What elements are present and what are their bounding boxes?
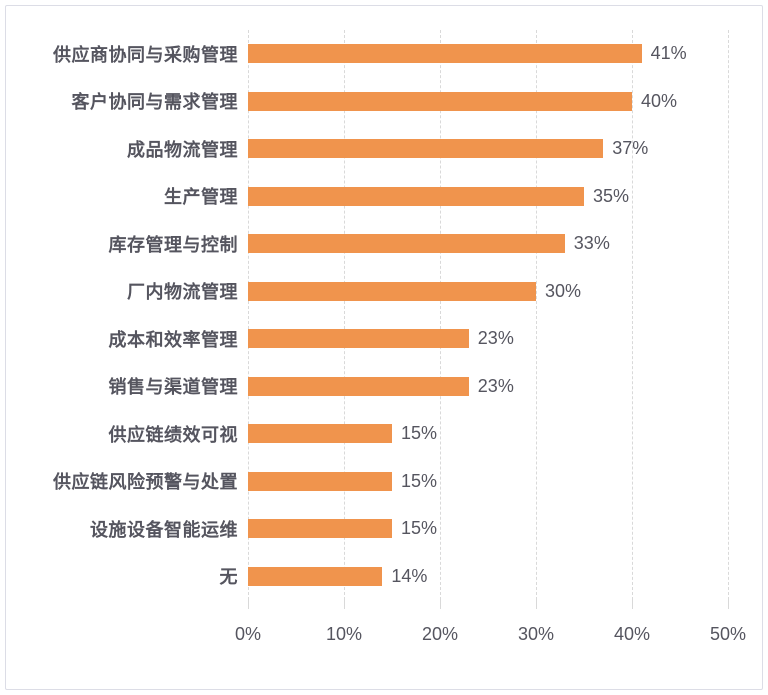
value-label: 30% xyxy=(545,280,582,301)
category-label: 客户协同与需求管理 xyxy=(71,92,238,113)
value-label: 35% xyxy=(593,185,630,206)
bar-row: 供应商协同与采购管理 41% xyxy=(6,30,762,78)
value-label: 37% xyxy=(612,138,649,159)
axis-tick xyxy=(632,600,633,609)
bar xyxy=(248,186,584,206)
category-label: 供应链风险预警与处置 xyxy=(53,472,238,493)
bar xyxy=(248,471,392,491)
bar-row: 设施设备智能运维 15% xyxy=(6,505,762,553)
category-label: 无 xyxy=(219,567,238,588)
bar-row: 生产管理 35% xyxy=(6,173,762,221)
gridline xyxy=(440,30,441,600)
category-label: 厂内物流管理 xyxy=(127,282,238,303)
bar xyxy=(248,139,604,159)
axis-tick xyxy=(728,600,729,609)
bar-row: 销售与渠道管理 23% xyxy=(6,363,762,411)
gridline xyxy=(728,30,729,600)
bar xyxy=(248,376,469,396)
category-label: 销售与渠道管理 xyxy=(108,377,238,398)
bar xyxy=(248,424,392,444)
bar xyxy=(248,566,383,586)
value-label: 23% xyxy=(477,375,514,396)
bar-row: 成本和效率管理 23% xyxy=(6,315,762,363)
value-label: 14% xyxy=(391,565,428,586)
axis-tick xyxy=(344,600,345,609)
x-tick-label: 0% xyxy=(234,624,262,644)
value-label: 15% xyxy=(401,423,438,444)
bar xyxy=(248,44,642,64)
gridline xyxy=(632,30,633,600)
chart-frame: 供应商协同与采购管理 41% 客户协同与需求管理 40% 成品物流管理 37% 生产管理 35… xyxy=(5,5,763,690)
value-label: 15% xyxy=(401,518,438,539)
category-label: 生产管理 xyxy=(164,187,238,208)
category-label: 成本和效率管理 xyxy=(108,329,238,350)
bar-row: 库存管理与控制 33% xyxy=(6,220,762,268)
gridline xyxy=(248,30,249,600)
category-label: 库存管理与控制 xyxy=(108,234,238,255)
bar-row: 厂内物流管理 30% xyxy=(6,268,762,316)
bar xyxy=(248,519,392,539)
value-label: 41% xyxy=(650,43,687,64)
bar-row: 客户协同与需求管理 40% xyxy=(6,78,762,126)
bar-row: 成品物流管理 37% xyxy=(6,125,762,173)
category-label: 设施设备智能运维 xyxy=(90,519,238,540)
bar xyxy=(248,281,536,301)
bar-rows: 供应商协同与采购管理 41% 客户协同与需求管理 40% 成品物流管理 37% 生产管理 35… xyxy=(6,30,762,600)
x-tick-label: 20% xyxy=(421,624,459,644)
horizontal-bar-chart: 供应商协同与采购管理 41% 客户协同与需求管理 40% 成品物流管理 37% 生产管理 35… xyxy=(6,6,762,689)
x-tick-label: 50% xyxy=(709,624,747,644)
bar-row: 供应链绩效可视 15% xyxy=(6,410,762,458)
category-label: 供应商协同与采购管理 xyxy=(53,44,238,65)
category-label: 成品物流管理 xyxy=(127,139,238,160)
gridline xyxy=(536,30,537,600)
bar-row: 无 14% xyxy=(6,553,762,601)
axis-tick xyxy=(440,600,441,609)
value-label: 23% xyxy=(477,328,514,349)
bar xyxy=(248,234,565,254)
bar xyxy=(248,329,469,349)
x-tick-label: 30% xyxy=(517,624,555,644)
bar-row: 供应链风险预警与处置 15% xyxy=(6,458,762,506)
x-tick-label: 10% xyxy=(325,624,363,644)
value-label: 33% xyxy=(573,233,610,254)
x-tick-label: 40% xyxy=(613,624,651,644)
value-label: 15% xyxy=(401,470,438,491)
gridline xyxy=(344,30,345,600)
axis-tick xyxy=(248,600,249,609)
value-label: 40% xyxy=(641,90,678,111)
bar xyxy=(248,91,632,111)
category-label: 供应链绩效可视 xyxy=(108,424,238,445)
axis-tick xyxy=(536,600,537,609)
